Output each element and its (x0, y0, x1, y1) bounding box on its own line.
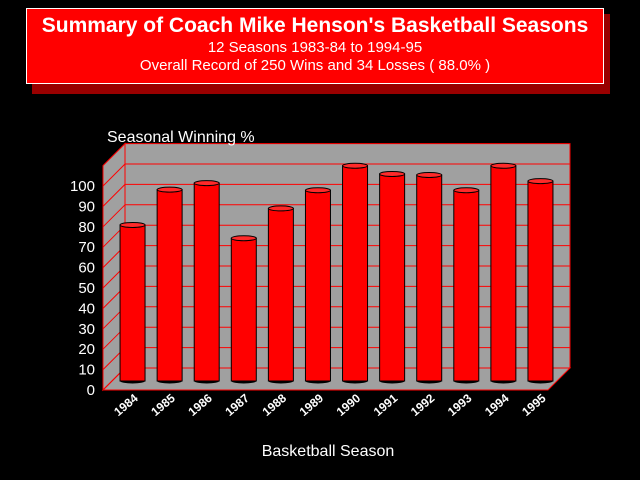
bar (193, 182, 220, 382)
x-tick-label: 1995 (519, 391, 549, 419)
bar (156, 189, 183, 382)
title-banner: Summary of Coach Mike Henson's Basketbal… (26, 8, 604, 84)
bar-top (379, 170, 406, 177)
x-tick-label: 1989 (297, 391, 327, 419)
bar (304, 189, 331, 382)
bar-top (267, 205, 294, 212)
bar-top (304, 187, 331, 194)
x-axis-label: Basketball Season (262, 443, 395, 460)
chart-subtitle: 12 Seasons 1983-84 to 1994-95 (207, 39, 423, 56)
bar-top (490, 162, 517, 169)
bar-top (230, 235, 257, 242)
y-tick-label: 90 (78, 198, 95, 215)
bar-top (119, 221, 146, 228)
bar (342, 165, 369, 382)
y-axis-label: Seasonal Winning % (107, 129, 255, 146)
x-tick-label: 1984 (111, 391, 141, 419)
y-tick-label: 10 (78, 362, 95, 379)
x-tick-label: 1986 (185, 391, 215, 419)
x-tick-label: 1990 (334, 391, 364, 419)
x-tick-label: 1985 (148, 391, 178, 419)
bar-top (156, 186, 183, 193)
y-tick-label: 70 (78, 239, 95, 256)
y-tick-label: 60 (78, 260, 95, 277)
y-tick-label: 80 (78, 219, 95, 236)
bar-top (416, 171, 443, 178)
bar (490, 165, 517, 382)
chart-title: Summary of Coach Mike Henson's Basketbal… (41, 14, 589, 37)
y-tick-label: 50 (78, 280, 95, 297)
gridline-side (102, 184, 126, 207)
bar (379, 173, 406, 382)
x-tick-label: 1987 (222, 391, 252, 419)
bar (267, 207, 294, 382)
bar (119, 224, 146, 382)
gridline-side (102, 204, 126, 228)
y-tick-label: 40 (78, 300, 95, 317)
bar (453, 189, 480, 382)
bar (416, 174, 443, 382)
bar-top (527, 178, 554, 185)
x-tick-label: 1988 (260, 391, 290, 419)
bar-top (193, 180, 220, 187)
x-tick-label: 1992 (408, 391, 438, 419)
bar (527, 180, 554, 382)
record-summary: Overall Record of 250 Wins and 34 Losses… (139, 57, 491, 74)
bar-top (453, 187, 480, 194)
y-tick-label: 100 (70, 178, 95, 195)
gridline-side (102, 163, 126, 187)
x-tick-label: 1991 (371, 391, 401, 419)
bar (230, 237, 257, 382)
y-tick-label: 0 (87, 382, 95, 399)
x-tick-label: 1993 (445, 391, 475, 419)
y-tick-label: 30 (78, 321, 95, 338)
y-tick-label: 20 (78, 341, 95, 358)
bar-top (342, 162, 369, 169)
x-tick-label: 1994 (482, 391, 512, 419)
